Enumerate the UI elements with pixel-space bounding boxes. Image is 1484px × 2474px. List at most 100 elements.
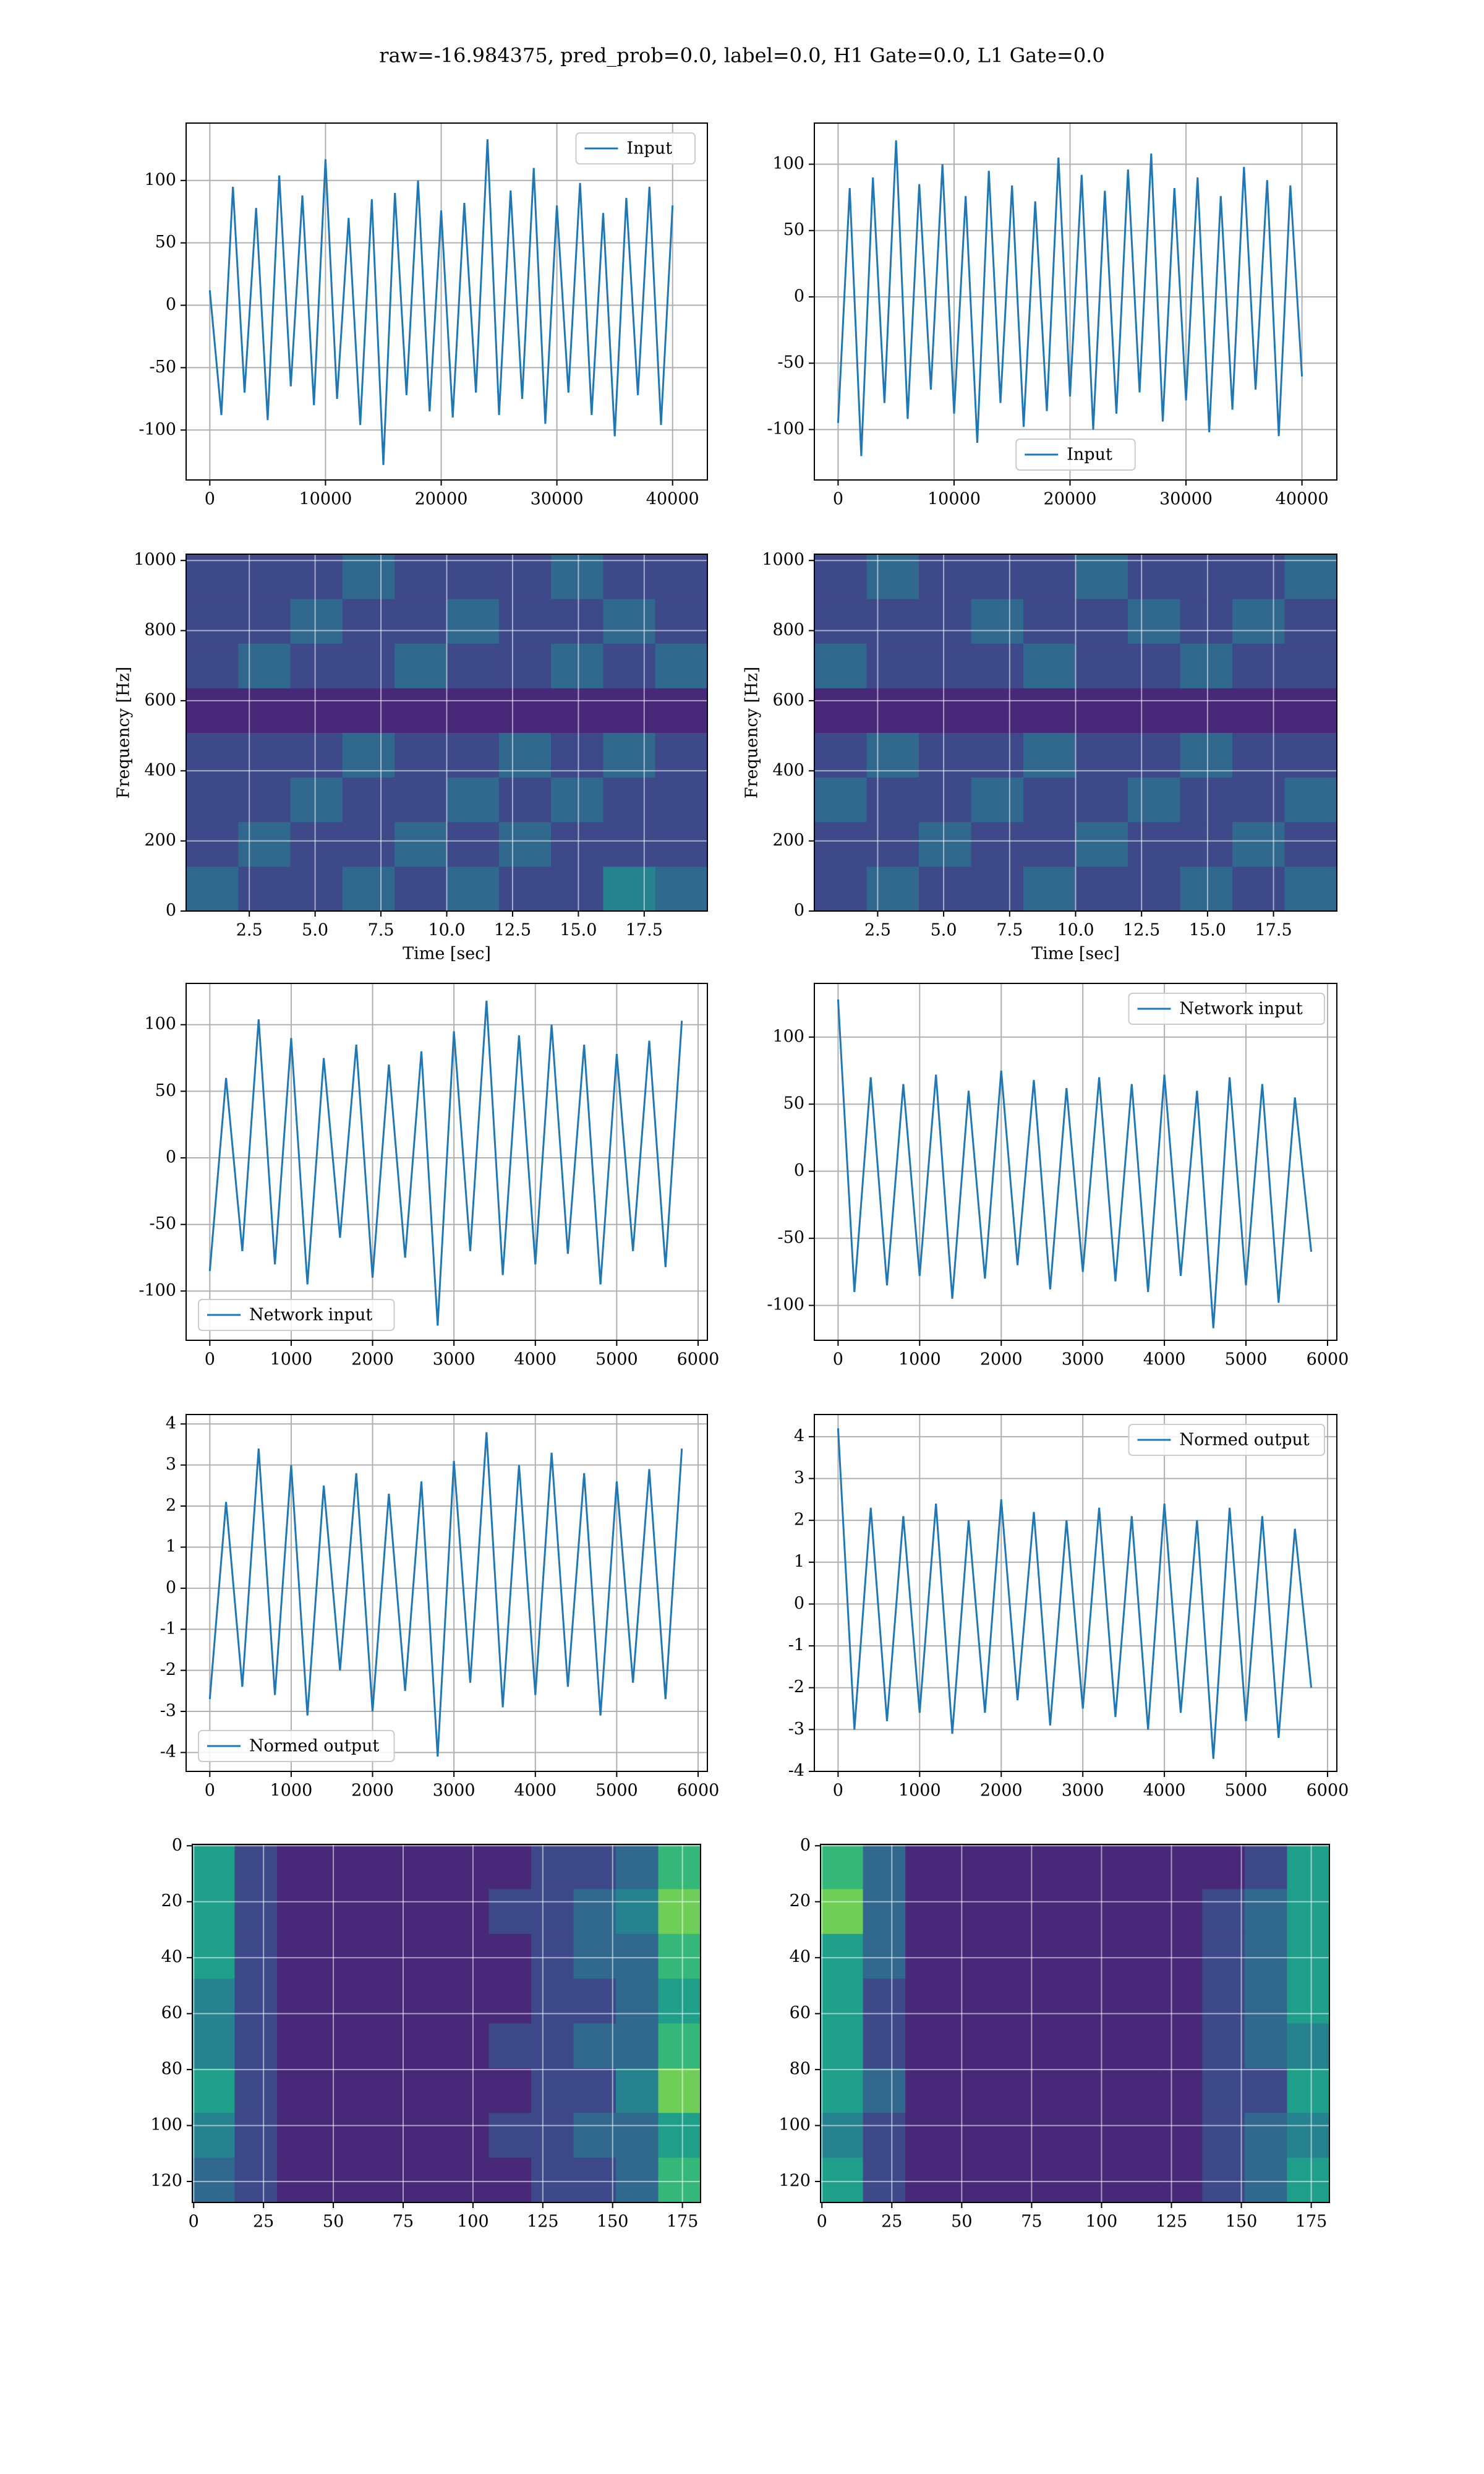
heatmap-cell (404, 2157, 447, 2203)
x-tick-label: 5000 (1225, 1350, 1268, 1369)
heatmap-cell (234, 1933, 278, 1979)
heatmap-cell (655, 643, 708, 688)
heatmap-cell (919, 643, 971, 688)
x-tick-label: 3000 (1062, 1350, 1104, 1369)
heatmap-cell (1180, 688, 1233, 733)
heatmap-cell (551, 866, 603, 912)
heatmap-cell (404, 2023, 447, 2069)
y-tick-label: 0 (794, 286, 804, 306)
y-tick-label: 100 (772, 1027, 804, 1046)
axes-frame (186, 554, 708, 912)
heatmap-cell (1287, 2068, 1330, 2113)
heatmap-cell (290, 732, 343, 778)
y-tick-label: 60 (161, 2003, 182, 2022)
heatmap-cell (919, 599, 971, 644)
heatmap-cell (1128, 643, 1180, 688)
y-tick-label: -100 (767, 1295, 804, 1314)
y-tick-label: 50 (783, 220, 804, 239)
heatmap-cell (971, 732, 1024, 778)
heatmap-cell (446, 2113, 489, 2159)
heatmap-cell (1075, 688, 1128, 733)
heatmap-cell (531, 2068, 574, 2113)
heatmap-cell (971, 599, 1024, 644)
heatmap-cell (863, 2113, 906, 2159)
heatmap-cell (919, 777, 971, 823)
y-axis-label: Frequency [Hz] (114, 667, 134, 798)
line-series (208, 1432, 683, 1757)
heatmap-cell (655, 866, 708, 912)
line-series (208, 139, 674, 465)
heatmap-cell (234, 1889, 278, 1935)
heatmap-cell (319, 2023, 362, 2069)
heatmap-cell (616, 1844, 659, 1890)
heatmap-cell (1232, 732, 1285, 778)
y-tick-label: 1 (794, 1552, 804, 1571)
heatmap-cell (1287, 1979, 1330, 2024)
heatmap-cell (1075, 777, 1128, 823)
y-tick-label: -2 (160, 1660, 176, 1679)
heatmap-cell (658, 2157, 701, 2203)
heatmap-cell (1075, 643, 1128, 688)
heatmap-cell (186, 599, 239, 644)
y-tick-label: -50 (778, 353, 804, 372)
heatmap-cell (1032, 2113, 1075, 2159)
heatmap-cell (498, 688, 552, 733)
heatmap-cell (238, 643, 291, 688)
heatmap-cell (947, 2113, 991, 2159)
heatmap-cell (814, 688, 867, 733)
heatmap-cell (905, 1844, 949, 1890)
heatmap-cell (1075, 2113, 1118, 2159)
y-tick-label: 0 (794, 1594, 804, 1613)
y-tick-label: -50 (150, 1214, 176, 1233)
heatmap-cell (290, 643, 343, 688)
heatmap-cell (1284, 643, 1337, 688)
x-tick-label: 17.5 (626, 921, 663, 940)
heatmap-cell (531, 2023, 574, 2069)
heatmap-cell (1232, 554, 1285, 599)
heatmap-cell (1159, 1889, 1203, 1935)
y-tick-label: -4 (788, 1761, 804, 1781)
heatmap-cell (1232, 643, 1285, 688)
heatmap-cell (1075, 1844, 1118, 1890)
heatmap-cell (814, 732, 867, 778)
heatmap-cell (1180, 599, 1233, 644)
heatmap-cell (1032, 1889, 1075, 1935)
heatmap-cell (971, 643, 1024, 688)
legend-box (198, 1730, 395, 1762)
heatmap-cell (488, 1979, 532, 2024)
heatmap-cell (186, 821, 239, 867)
x-tick-label: 100 (1086, 2212, 1118, 2232)
heatmap-cell (1128, 732, 1180, 778)
y-tick-label: -50 (150, 357, 176, 377)
legend-label: Input (1067, 445, 1112, 464)
y-tick-label: 120 (150, 2172, 182, 2191)
heatmap-cell (234, 1844, 278, 1890)
heatmap-cell (947, 1889, 991, 1935)
x-tick-label: 2.5 (864, 921, 891, 940)
x-tick-label: 15.0 (1189, 921, 1226, 940)
y-tick-label: 80 (790, 2060, 811, 2079)
heatmap-cell (394, 688, 447, 733)
heatmap-cell (1287, 1933, 1330, 1979)
y-tick-label: -3 (788, 1719, 804, 1739)
heatmap-cell (192, 1889, 235, 1935)
y-tick-label: -100 (767, 419, 804, 439)
heatmap-cell (1284, 821, 1337, 867)
heatmap-cell (1023, 643, 1076, 688)
x-tick-label: 125 (527, 2212, 559, 2232)
heatmap-cell (238, 688, 291, 733)
heatmap-cell (1117, 2157, 1161, 2203)
heatmap-cell (905, 1889, 949, 1935)
y-tick-label: 80 (161, 2060, 182, 2079)
heatmap-cell (446, 643, 500, 688)
heatmap-cell (192, 2068, 235, 2113)
x-tick-label: 3000 (1062, 1781, 1104, 1800)
heatmap-cell (971, 777, 1024, 823)
heatmap-cell (1284, 777, 1337, 823)
heatmap-cell (186, 777, 239, 823)
legend-box (575, 132, 696, 165)
heatmap-cell (238, 777, 291, 823)
heatmap-cell (905, 1979, 949, 2024)
y-tick-label: 1000 (134, 550, 176, 570)
heatmap-cell (1244, 2113, 1287, 2159)
